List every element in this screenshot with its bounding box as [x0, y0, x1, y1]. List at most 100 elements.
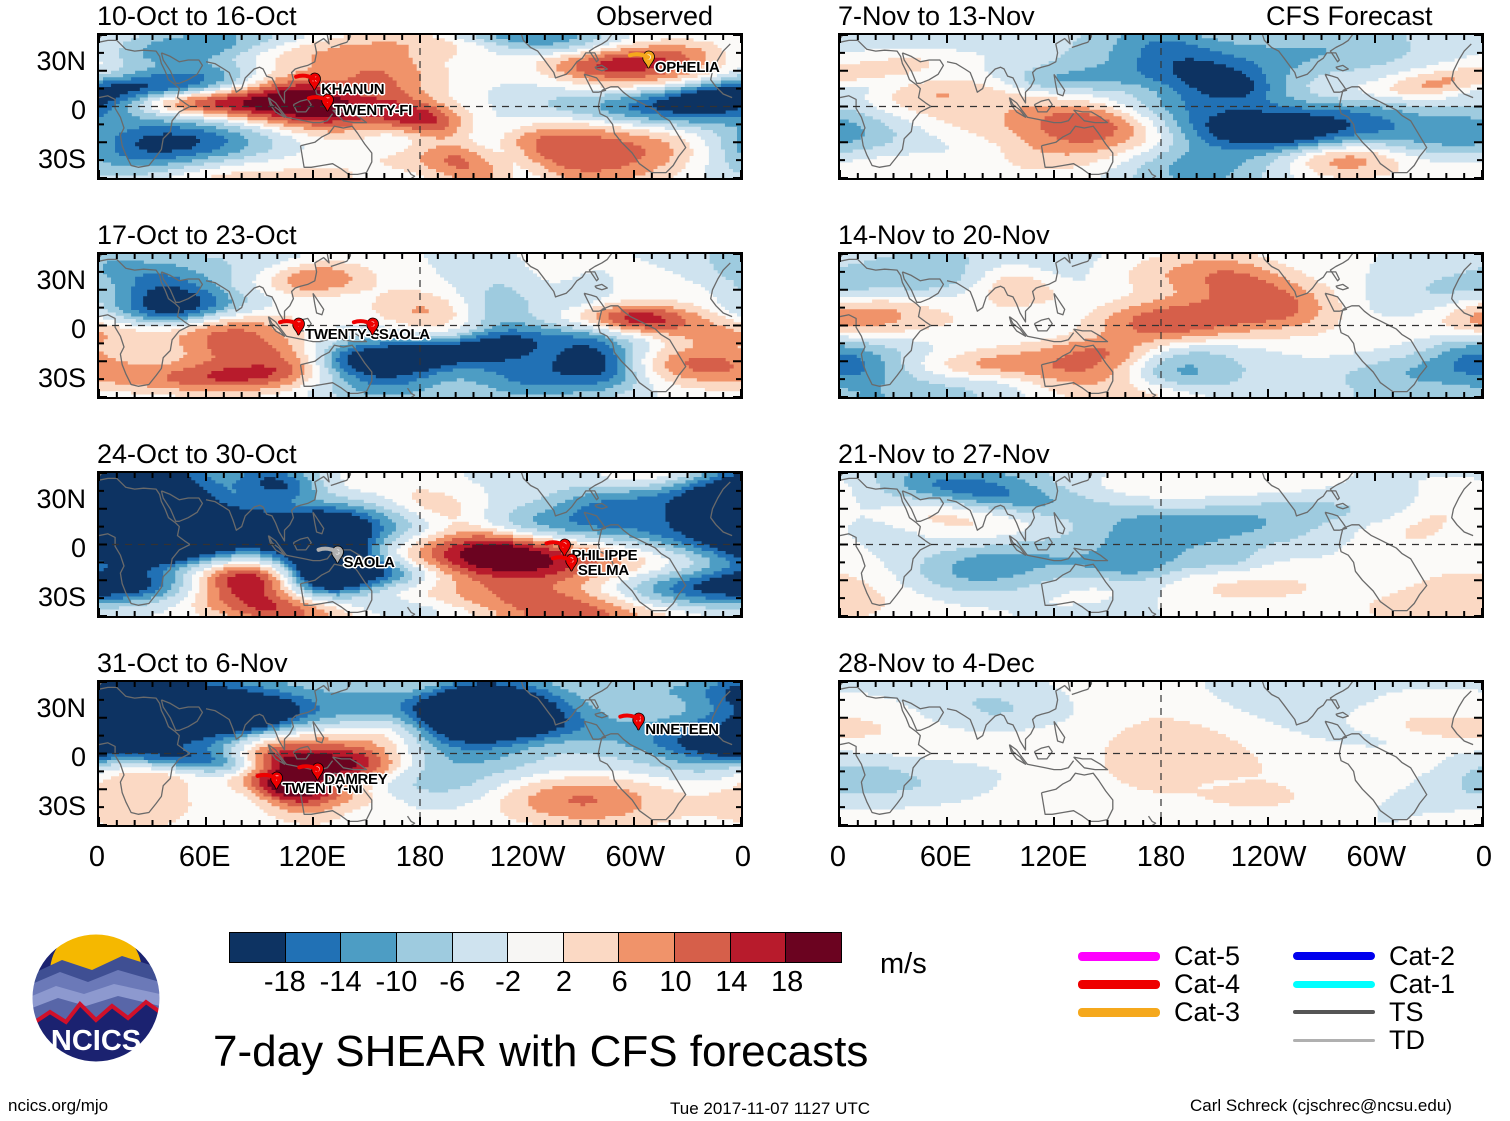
legend-line-cat-1: [1293, 980, 1375, 988]
xtick-60w-5: 60W: [1346, 841, 1407, 873]
map-obs3[interactable]: S SAOLA P PHILIPPE S SELMA: [97, 471, 743, 618]
legend-line-cat-3: [1078, 1007, 1160, 1017]
colorbar-tick-0: -18: [263, 966, 306, 998]
colorbar-bin-4: [451, 933, 508, 962]
ytick-0: 0: [70, 95, 86, 125]
storm-symbol-twenty-fi[interactable]: T: [320, 93, 335, 112]
colorbar-bin-3: [395, 933, 452, 962]
svg-text:T: T: [274, 775, 279, 782]
svg-text:S: S: [335, 549, 340, 556]
ytick-30s: 30S: [37, 363, 86, 393]
map-obs2[interactable]: T TWENTY-SI S SAOLA: [97, 252, 743, 399]
footer-right[interactable]: Carl Schreck (cjschrec@ncsu.edu): [1190, 1096, 1452, 1115]
map-cfs3[interactable]: [838, 471, 1484, 618]
panel-title: 17-Oct to 23-Oct: [97, 220, 297, 250]
legend-label-cat-5: Cat-5: [1174, 940, 1241, 971]
svg-text:O: O: [646, 55, 652, 62]
ytick-30s: 30S: [37, 582, 86, 612]
storm-symbol-selma[interactable]: S: [564, 553, 579, 572]
legend-line-cat-4: [1078, 979, 1160, 989]
xtick-120e-2: 120E: [278, 841, 347, 873]
ytick-30n: 30N: [36, 693, 86, 723]
storm-label-philippe: PHILIPPE: [571, 547, 638, 565]
map-cfs2[interactable]: [838, 252, 1484, 399]
colorbar-tick-2: -10: [375, 966, 418, 998]
ytick-0: 0: [70, 742, 86, 772]
colorbar-ticklabels: -18 -14 -10 -6 -2 2 6 10 14 18: [229, 968, 843, 1000]
ytick-30s: 30S: [37, 791, 86, 821]
legend-item-td[interactable]: TD: [1293, 1026, 1455, 1054]
colorbar-bin-5: [507, 933, 563, 962]
legend-line-ts: [1293, 1010, 1375, 1014]
legend-line-cat-5: [1078, 951, 1160, 961]
storm-symbol-ophelia[interactable]: O: [641, 50, 656, 69]
xtick-120w-4: 120W: [1230, 841, 1307, 873]
legend-item-ts[interactable]: TS: [1293, 998, 1455, 1026]
storm-symbol-saola[interactable]: S: [365, 317, 380, 336]
xtick-0-0: 0: [829, 841, 847, 873]
xtick-0-6: 0: [1475, 841, 1493, 873]
colorbar-units-label: m/s: [880, 948, 927, 980]
panel-title: 24-Oct to 30-Oct: [97, 439, 297, 469]
ytick-30n: 30N: [36, 46, 86, 76]
storm-label-khanun: KHANUN: [321, 80, 385, 98]
ytick-30s: 30S: [37, 144, 86, 174]
xtick-60w-5: 60W: [605, 841, 666, 873]
panel-title: 28-Nov to 4-Dec: [838, 648, 1035, 678]
legend-item-cat-3[interactable]: Cat-3: [1078, 998, 1240, 1026]
colorbar-bin-8: [674, 933, 730, 962]
xtick-0-0: 0: [88, 841, 106, 873]
svg-text:S: S: [370, 322, 375, 329]
legend-label-td: TD: [1389, 1024, 1425, 1055]
svg-text:S: S: [569, 558, 574, 565]
xtick-120w-4: 120W: [489, 841, 566, 873]
colorbar-bin-9: [729, 933, 786, 962]
ytick-0: 0: [70, 533, 86, 563]
colorbar-tick-4: -2: [495, 966, 521, 998]
svg-text:N: N: [636, 716, 641, 723]
map-cfs1[interactable]: [838, 33, 1484, 180]
xtick-0-6: 0: [734, 841, 752, 873]
colorbar-bin-10: [785, 933, 842, 962]
legend-label-cat-1: Cat-1: [1389, 968, 1456, 999]
ytick-30n: 30N: [36, 265, 86, 295]
panel-title: 21-Nov to 27-Nov: [838, 439, 1050, 469]
legend-item-cat-5[interactable]: Cat-5: [1078, 942, 1240, 970]
xtick-60e-1: 60E: [919, 841, 972, 873]
storm-symbol-twenty-ni[interactable]: T: [269, 771, 284, 790]
colorbar-swatches: [229, 932, 842, 963]
ncics-logo: NCICS: [22, 928, 170, 1076]
storm-symbol-saola[interactable]: S: [330, 545, 345, 564]
legend-line-cat-2: [1293, 952, 1375, 960]
footer-left[interactable]: ncics.org/mjo: [8, 1096, 109, 1115]
storm-label-twenty-si: TWENTY-SI: [305, 326, 384, 344]
panel-title: 10-Oct to 16-Oct: [97, 1, 297, 31]
legend-line-td: [1293, 1038, 1375, 1042]
svg-text:K: K: [312, 76, 317, 83]
legend-item-cat-1[interactable]: Cat-1: [1293, 970, 1455, 998]
legend-item-cat-2[interactable]: Cat-2: [1293, 942, 1455, 970]
colorbar-bin-7: [618, 933, 675, 962]
column-header-observed: Observed: [596, 1, 714, 31]
panel-title: 7-Nov to 13-Nov: [838, 1, 1035, 31]
storm-symbol-twenty-si[interactable]: T: [291, 317, 306, 336]
storm-label-nineteen: NINETEEN: [645, 720, 719, 738]
panel-title: 14-Nov to 20-Nov: [838, 220, 1050, 250]
colorbar-tick-6: 6: [611, 966, 628, 998]
logo-text: NCICS: [51, 1025, 141, 1057]
column-header-forecast: CFS Forecast: [1266, 1, 1433, 31]
colorbar-tick-7: 10: [659, 966, 692, 998]
map-obs4[interactable]: T TWENTY-NI D DAMREY N NINETEEN: [97, 680, 743, 827]
colorbar-tick-5: 2: [555, 966, 572, 998]
storm-symbol-khanun[interactable]: K: [307, 72, 322, 91]
panel-title: 31-Oct to 6-Nov: [97, 648, 288, 678]
footer-center: Tue 2017-11-07 1127 UTC: [670, 1099, 871, 1118]
colorbar-tick-1: -14: [319, 966, 362, 998]
storm-label-twenty-fi: TWENTY-FI: [333, 102, 413, 120]
map-obs1[interactable]: K KHANUN T TWENTY-FI O OPHELIA: [97, 33, 743, 180]
colorbar-tick-9: 18: [771, 966, 804, 998]
xtick-60e-1: 60E: [178, 841, 231, 873]
map-cfs4[interactable]: [838, 680, 1484, 827]
legend-item-cat-4[interactable]: Cat-4: [1078, 970, 1240, 998]
colorbar-bin-6: [562, 933, 619, 962]
